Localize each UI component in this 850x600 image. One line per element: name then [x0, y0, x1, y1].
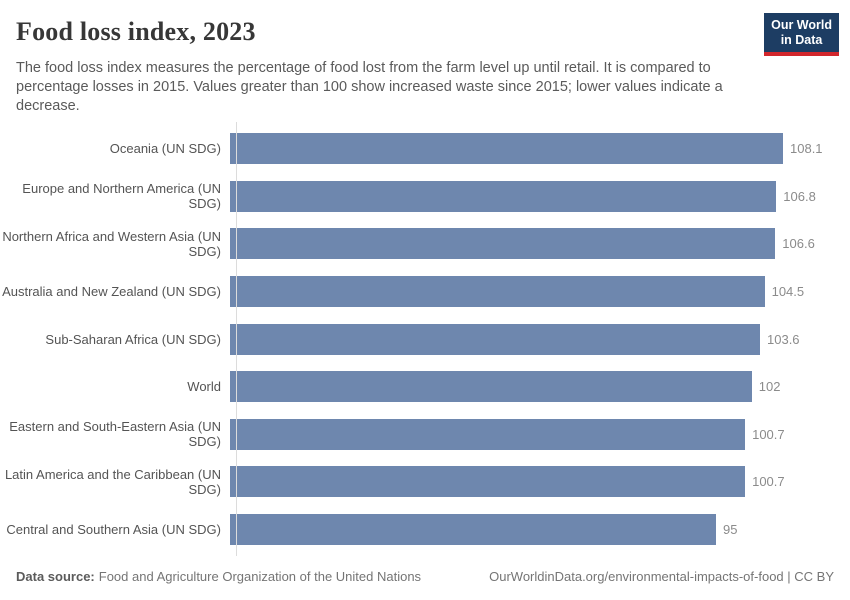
bar[interactable] — [230, 275, 765, 307]
value-label: 104.5 — [771, 283, 805, 299]
bar-chart: Oceania (UN SDG) 108.1 Europe and Northern… — [0, 122, 850, 556]
value-label: 106.8 — [783, 188, 816, 204]
value-label: 103.6 — [767, 331, 800, 347]
value-label: 100.7 — [752, 426, 785, 442]
bar-rows: Oceania (UN SDG) 108.1 Europe and Northern… — [0, 125, 850, 553]
category-label: Northern Africa and Western Asia (UN SDG… — [2, 228, 221, 259]
bar[interactable] — [230, 418, 746, 450]
category-label: Eastern and South-Eastern Asia (UN SDG) — [9, 419, 221, 450]
bar[interactable] — [230, 228, 776, 260]
value-label: 106.6 — [782, 236, 815, 252]
bar-track: 102 — [229, 371, 850, 403]
data-source-label: Data source: — [16, 569, 95, 584]
data-source-value: Food and Agriculture Organization of the… — [98, 569, 422, 584]
y-axis-line — [236, 122, 237, 556]
category-label: Sub-Saharan Africa (UN SDG) — [45, 331, 221, 347]
bar[interactable] — [230, 180, 777, 212]
bar-row: Central and Southern Asia (UN SDG) 95 — [0, 506, 850, 554]
bar-track: 103.6 — [229, 323, 850, 355]
data-source: Data source: Food and Agriculture Organiz… — [16, 569, 421, 584]
category-label: Europe and Northern America (UN SDG) — [22, 181, 221, 212]
bar-row: Oceania (UN SDG) 108.1 — [0, 125, 850, 173]
chart-footer: Data source: Food and Agriculture Organiz… — [16, 569, 834, 584]
bar-row: Australia and New Zealand (UN SDG) 104.5 — [0, 268, 850, 316]
bar[interactable] — [230, 513, 716, 545]
bar-track: 95 — [229, 513, 850, 545]
bar[interactable] — [230, 466, 746, 498]
chart-subtitle: The food loss index measures the percent… — [16, 60, 723, 114]
value-label: 95 — [723, 521, 738, 537]
category-label: Central and Southern Asia (UN SDG) — [6, 521, 221, 537]
value-label: 108.1 — [790, 141, 823, 157]
bar[interactable] — [230, 371, 752, 403]
category-label: Australia and New Zealand (UN SDG) — [2, 283, 221, 299]
bar-row: Europe and Northern America (UN SDG) 106.… — [0, 173, 850, 221]
page-title: Food loss index, 2023 — [16, 17, 256, 46]
bar-track: 108.1 — [229, 133, 850, 165]
owid-logo: Our World in Data — [764, 13, 839, 56]
bar-row: Sub-Saharan Africa (UN SDG) 103.6 — [0, 315, 850, 363]
bar-track: 104.5 — [229, 275, 850, 307]
bar-track: 106.8 — [229, 180, 850, 212]
bar[interactable] — [230, 133, 783, 165]
category-label: World — [187, 379, 221, 395]
bar-row: Eastern and South-Eastern Asia (UN SDG) 1… — [0, 410, 850, 458]
value-label: 102 — [758, 379, 781, 395]
bar-track: 100.7 — [229, 418, 850, 450]
bar-row: Latin America and the Caribbean (UN SDG)… — [0, 458, 850, 506]
owid-logo-line2: in Data — [780, 33, 823, 47]
credit-link[interactable]: OurWorldinData.org/environmental-impacts… — [489, 569, 834, 584]
category-label: Oceania (UN SDG) — [109, 141, 221, 157]
bar[interactable] — [230, 323, 760, 355]
bar-row: Northern Africa and Western Asia (UN SDG… — [0, 220, 850, 268]
bar-track: 100.7 — [229, 466, 850, 498]
bar-row: World 102 — [0, 363, 850, 411]
owid-logo-line1: Our World — [771, 18, 832, 32]
value-label: 100.7 — [752, 474, 785, 490]
bar-track: 106.6 — [229, 228, 850, 260]
chart-header: Food loss index, 2023 Our World in Data … — [0, 0, 850, 116]
category-label: Latin America and the Caribbean (UN SDG) — [4, 466, 221, 497]
